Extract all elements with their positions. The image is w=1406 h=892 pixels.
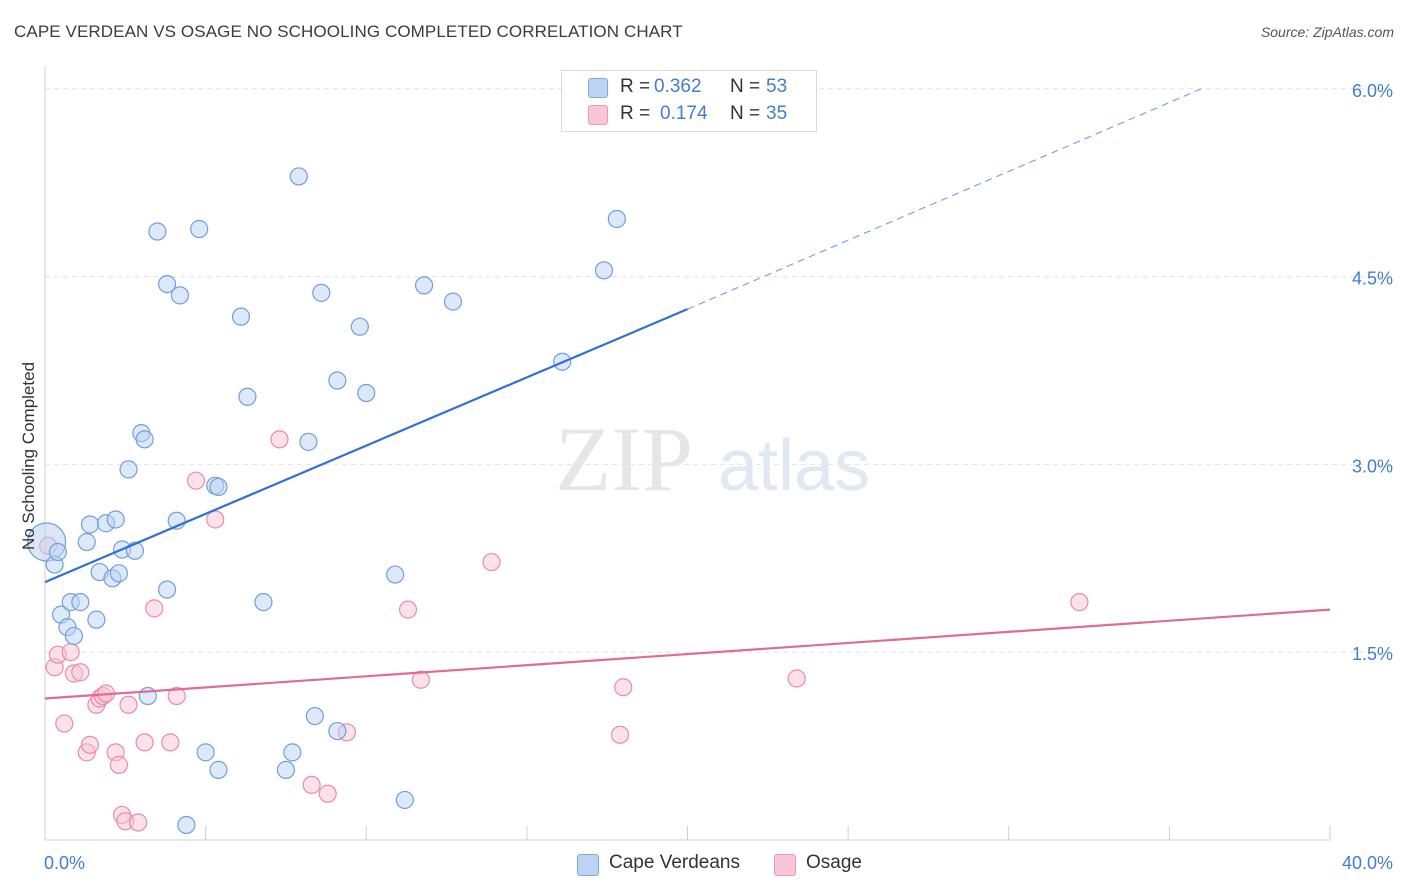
osage-point — [145, 599, 164, 618]
osage-point — [270, 430, 289, 449]
cape-verdean-point — [157, 274, 177, 294]
osage-point — [614, 678, 633, 697]
cape-verdean-point — [157, 580, 177, 599]
osage-point — [135, 733, 154, 752]
osage-point — [129, 813, 148, 832]
legend-r-label: R = — [620, 76, 651, 97]
osage-point — [411, 670, 430, 689]
cape-verdean-point — [357, 383, 376, 403]
cape-verdean-point — [209, 477, 228, 497]
bottom-legend-swatch-pink — [774, 854, 796, 876]
cape-verdean-point — [395, 790, 414, 810]
cape-verdean-point — [196, 743, 215, 762]
cape-verdean-point — [64, 626, 84, 646]
source-credit: Source: ZipAtlas.com — [1260, 24, 1394, 40]
cape-verdean-point — [80, 515, 100, 534]
y-tick-label: 3.0% — [1352, 456, 1393, 476]
cape-verdean-point — [209, 760, 228, 779]
bottom-legend-swatch-blue — [577, 854, 599, 876]
legend-n-value: 35 — [766, 103, 788, 124]
watermark-atlas: atlas — [718, 426, 870, 506]
y-tick-label: 4.5% — [1352, 269, 1393, 289]
legend-swatch-blue — [588, 78, 608, 98]
osage-point — [610, 725, 630, 744]
watermark: ZIP atlas — [555, 408, 870, 510]
y-tick-label: 6.0% — [1352, 81, 1393, 101]
legend-swatch-pink — [588, 105, 608, 125]
legend-r-value: 0.174 — [660, 103, 708, 124]
cape-verdean-point — [87, 610, 106, 629]
legend-n-label: N = — [730, 103, 761, 124]
osage-trend-line — [44, 608, 1331, 700]
cape-verdean-point — [305, 706, 324, 726]
legend-row-osage: R = 0.174 N = 35 — [562, 102, 816, 128]
osage-point — [167, 686, 186, 706]
osage-point — [109, 755, 128, 774]
cape-verdean-point — [443, 292, 463, 311]
legend-r-label: R = — [620, 103, 651, 124]
cape-verdean-point — [328, 721, 347, 741]
y-axis-title: No Schooling Completed — [19, 362, 38, 550]
cape-verdean-points — [27, 167, 626, 835]
legend-row-cape-verdeans: R = 0.362 N = 53 — [562, 75, 816, 101]
cape-verdean-trend-extension — [687, 88, 1202, 310]
cape-verdean-point — [283, 743, 302, 762]
cape-verdean-point — [190, 219, 209, 239]
axes — [44, 66, 1331, 841]
cape-verdean-point — [386, 565, 405, 584]
cape-verdean-point — [254, 593, 273, 612]
cape-verdean-point — [77, 532, 96, 552]
legend-n-label: N = — [730, 76, 761, 97]
osage-point — [302, 775, 321, 795]
osage-point — [80, 735, 100, 754]
osage-point — [398, 600, 418, 619]
cape-verdean-point — [607, 209, 626, 229]
osage-point — [119, 695, 138, 714]
grid-lines — [45, 88, 1392, 653]
x-tick-label-min: 0.0% — [44, 853, 85, 873]
cape-verdean-point — [106, 510, 125, 529]
cape-verdean-point — [594, 261, 614, 280]
osage-point — [787, 669, 806, 688]
cape-verdean-point — [350, 317, 369, 336]
cape-verdean-point — [177, 815, 196, 835]
cape-verdean-trend-line — [44, 308, 688, 584]
legend-n-value: 53 — [766, 76, 788, 97]
osage-point — [482, 552, 501, 572]
cape-verdean-point — [119, 460, 138, 479]
legend-box: R = 0.362 N = 53 R = 0.174 N = 35 — [561, 70, 817, 132]
cape-verdean-point — [231, 307, 251, 326]
osage-point — [161, 733, 180, 752]
osage-point — [61, 643, 80, 662]
cape-verdean-point — [109, 564, 128, 583]
axis-labels: 1.5% 3.0% 4.5% 6.0% 0.0% 40.0% No Schooling Co… — [19, 81, 1393, 873]
cape-verdean-point — [289, 167, 308, 186]
cape-verdean-point — [135, 430, 154, 449]
osage-point — [1070, 593, 1089, 612]
cape-verdean-point — [328, 371, 347, 390]
cape-verdean-point — [71, 593, 90, 612]
cape-verdean-point — [299, 432, 318, 451]
cape-verdean-point — [312, 283, 331, 302]
watermark-zip: ZIP — [555, 408, 693, 510]
osage-point — [186, 471, 206, 490]
y-tick-label: 1.5% — [1352, 644, 1393, 664]
cape-verdean-point — [276, 760, 296, 779]
cape-verdean-point — [238, 387, 257, 406]
cape-verdean-point — [148, 222, 167, 241]
bottom-legend-label: Osage — [806, 852, 862, 873]
osage-point — [318, 784, 337, 803]
osage-point — [71, 663, 90, 682]
osage-point — [206, 510, 225, 529]
cape-verdean-point — [48, 542, 67, 562]
bottom-legend-label: Cape Verdeans — [609, 852, 740, 873]
trend-lines — [44, 88, 1331, 700]
legend-r-value: 0.362 — [654, 76, 702, 97]
cape-verdean-point — [170, 286, 190, 305]
cape-verdean-point — [414, 276, 434, 295]
chart-title: CAPE VERDEAN VS OSAGE NO SCHOOLING COMPL… — [14, 22, 683, 41]
osage-point — [55, 714, 74, 733]
x-tick-label-max: 40.0% — [1342, 853, 1393, 873]
